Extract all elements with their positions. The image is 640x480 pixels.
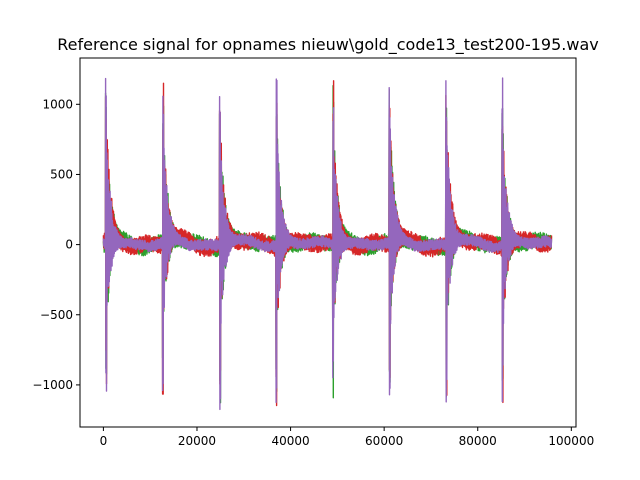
x-tick-label: 40000 (271, 434, 309, 448)
plot-frame (79, 57, 577, 428)
x-tick-label: 80000 (459, 434, 497, 448)
signal-series-3 (102, 77, 553, 411)
y-tick-label: 0 (65, 238, 73, 252)
x-tick-label: 0 (100, 434, 108, 448)
chart-title: Reference signal for opnames nieuw\gold_… (57, 35, 598, 55)
y-tick-label: 500 (50, 167, 73, 181)
axis-ticks: 0 20000 40000 60000 80000 100000 −1000 −500 0 500… (32, 97, 594, 448)
x-tick-label: 100000 (548, 434, 594, 448)
y-tick-label: −500 (40, 308, 73, 322)
y-tick-label: −1000 (32, 378, 73, 392)
series-layer (102, 77, 553, 411)
y-tick-label: 1000 (42, 97, 73, 111)
x-tick-label: 60000 (365, 434, 403, 448)
x-tick-label: 20000 (178, 434, 216, 448)
